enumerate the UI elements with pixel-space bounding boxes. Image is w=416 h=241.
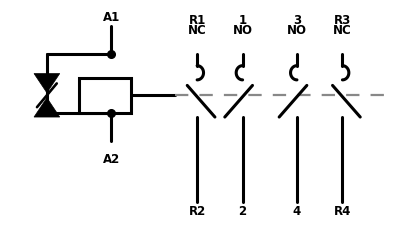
- Text: R1: R1: [188, 14, 206, 27]
- Text: R3: R3: [334, 14, 351, 27]
- Text: A1: A1: [102, 11, 120, 24]
- Text: A2: A2: [102, 153, 120, 166]
- Text: 3: 3: [293, 14, 301, 27]
- Text: R2: R2: [188, 205, 206, 218]
- Text: R4: R4: [334, 205, 351, 218]
- Text: NC: NC: [188, 24, 206, 37]
- Text: 4: 4: [293, 205, 301, 218]
- Text: NC: NC: [333, 24, 352, 37]
- Polygon shape: [34, 74, 60, 93]
- Text: 1: 1: [238, 14, 247, 27]
- Text: NO: NO: [287, 24, 307, 37]
- Polygon shape: [34, 98, 60, 117]
- Bar: [79, 78, 131, 113]
- Text: 2: 2: [238, 205, 247, 218]
- Text: NO: NO: [233, 24, 253, 37]
